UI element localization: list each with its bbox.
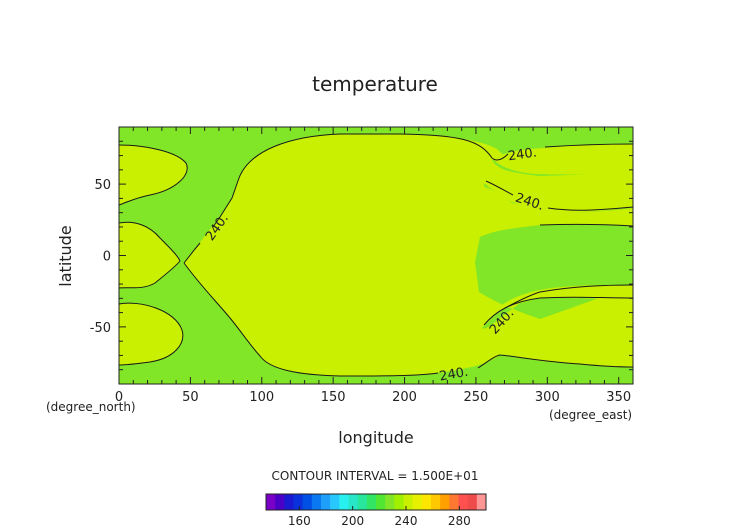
y-tick-label: 50: [94, 178, 111, 193]
colorbar-swatch: [275, 494, 285, 510]
colorbar-swatch: [476, 494, 487, 510]
colorbar-swatch: [421, 494, 432, 510]
contour-line: [499, 354, 634, 368]
colorbar-swatch: [357, 494, 368, 510]
colorbar-swatch: [348, 494, 359, 510]
colorbar-swatch: [412, 494, 423, 510]
colorbar-tick-label: 280: [448, 514, 471, 528]
contour-line: [483, 296, 634, 326]
y-axis-label: latitude: [56, 225, 75, 286]
warm-region-central: [184, 134, 633, 376]
y-tick-label: -50: [90, 321, 111, 336]
colorbar-swatch: [284, 494, 294, 510]
colorbar-tick-label: 200: [341, 514, 364, 528]
x-tick-label: 350: [606, 390, 631, 405]
contour-line: [118, 144, 188, 206]
x-tick-label: 0: [115, 390, 123, 405]
colorbar-swatch: [293, 494, 304, 510]
colorbar: 160 200 240 280: [265, 493, 487, 528]
contour-line: [183, 133, 501, 377]
contour-label: 240.: [507, 145, 538, 164]
x-tick-label: 150: [321, 390, 346, 405]
warm-region-top-left: [119, 145, 188, 205]
contour-line: [118, 221, 181, 289]
x-tick-label: 200: [392, 390, 417, 405]
colorbar-swatch: [467, 494, 478, 510]
y-tick-label: 0: [103, 250, 111, 265]
x-axis-label: longitude: [338, 428, 413, 447]
contour-interval-note: CONTOUR INTERVAL = 1.500E+01: [272, 469, 479, 483]
contour-line: [118, 302, 184, 366]
colorbar-swatch: [302, 494, 313, 510]
x-tick-label: 300: [535, 390, 560, 405]
x-unit-label: (degree_east): [549, 408, 632, 422]
x-tick-label: 50: [182, 390, 199, 405]
colorbar-swatch: [376, 494, 386, 510]
colorbar-swatch: [366, 494, 377, 510]
chart-title: temperature: [312, 72, 438, 96]
colorbar-swatch: [394, 494, 404, 510]
x-axis: 0 50 100 150 200 250 300 350: [115, 127, 634, 405]
contour-line: [504, 284, 634, 309]
colorbar-swatch: [449, 494, 459, 510]
colorbar-swatch: [311, 494, 322, 510]
colorbar-frame: [265, 493, 487, 511]
colorbar-swatch: [321, 494, 331, 510]
warm-region-bottom-right: [484, 285, 633, 325]
contour-line: [539, 223, 634, 227]
contour-label: 240.: [438, 365, 469, 385]
colorbar-swatch: [403, 494, 414, 510]
colorbar-swatch: [385, 494, 395, 510]
colorbar-swatch: [440, 494, 450, 510]
colorbar-tick-label: 160: [288, 514, 311, 528]
warm-region-middle-left: [119, 222, 180, 288]
contour-line: [491, 143, 634, 161]
colorbar-swatch: [330, 494, 340, 510]
colorbar-swatch: [266, 494, 276, 510]
warm-region-bottom-left: [119, 303, 183, 365]
y-axis: -50 0 50: [90, 126, 633, 385]
colorbar-swatch: [339, 494, 349, 510]
plot-area: 240. 240. 240. 240. 240.: [118, 126, 634, 385]
warm-region-top-right: [484, 144, 633, 213]
contour-lines: [118, 133, 634, 377]
contour-line: [485, 180, 634, 211]
colorbar-swatch: [458, 494, 469, 510]
x-tick-label: 100: [249, 390, 274, 405]
colorbar-swatch: [431, 494, 441, 510]
x-tick-label: 250: [464, 390, 489, 405]
y-unit-label: (degree_north): [46, 400, 136, 414]
colorbar-tick-label: 240: [395, 514, 418, 528]
